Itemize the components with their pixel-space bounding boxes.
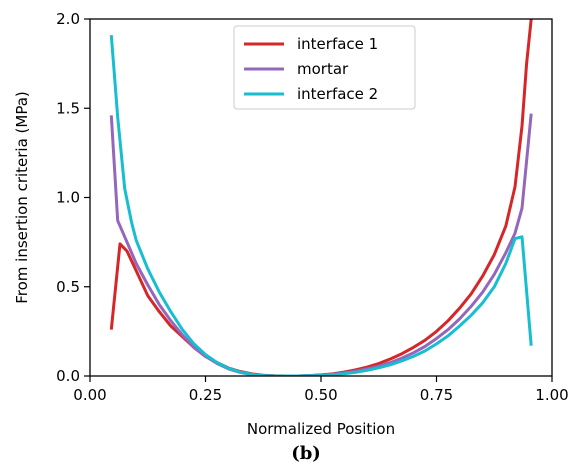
x-axis: 0.00 0.25 0.50 0.75 1.00 (73, 376, 568, 404)
y-tick-label: 0.0 (56, 367, 80, 385)
x-tick-label: 1.00 (535, 386, 568, 404)
y-tick-label: 0.5 (56, 278, 80, 296)
legend: interface 1 mortar interface 2 (234, 26, 415, 109)
legend-label-mortar: mortar (297, 60, 349, 78)
x-tick-label: 0.00 (73, 386, 106, 404)
series-line-mortar (111, 114, 531, 376)
y-axis: 0.0 0.5 1.0 1.5 2.0 (56, 10, 90, 385)
y-axis-label: From insertion criteria (MPa) (13, 91, 31, 304)
x-axis-label: Normalized Position (247, 420, 395, 438)
y-tick-label: 1.0 (56, 189, 80, 207)
y-tick-label: 1.5 (56, 99, 80, 117)
panel-label: (b) (291, 443, 321, 464)
x-tick-label: 0.25 (189, 386, 222, 404)
x-tick-label: 0.50 (304, 386, 337, 404)
legend-label-interface-2: interface 2 (297, 85, 378, 103)
x-tick-label: 0.75 (420, 386, 453, 404)
legend-label-interface-1: interface 1 (297, 35, 378, 53)
y-tick-label: 2.0 (56, 10, 80, 28)
